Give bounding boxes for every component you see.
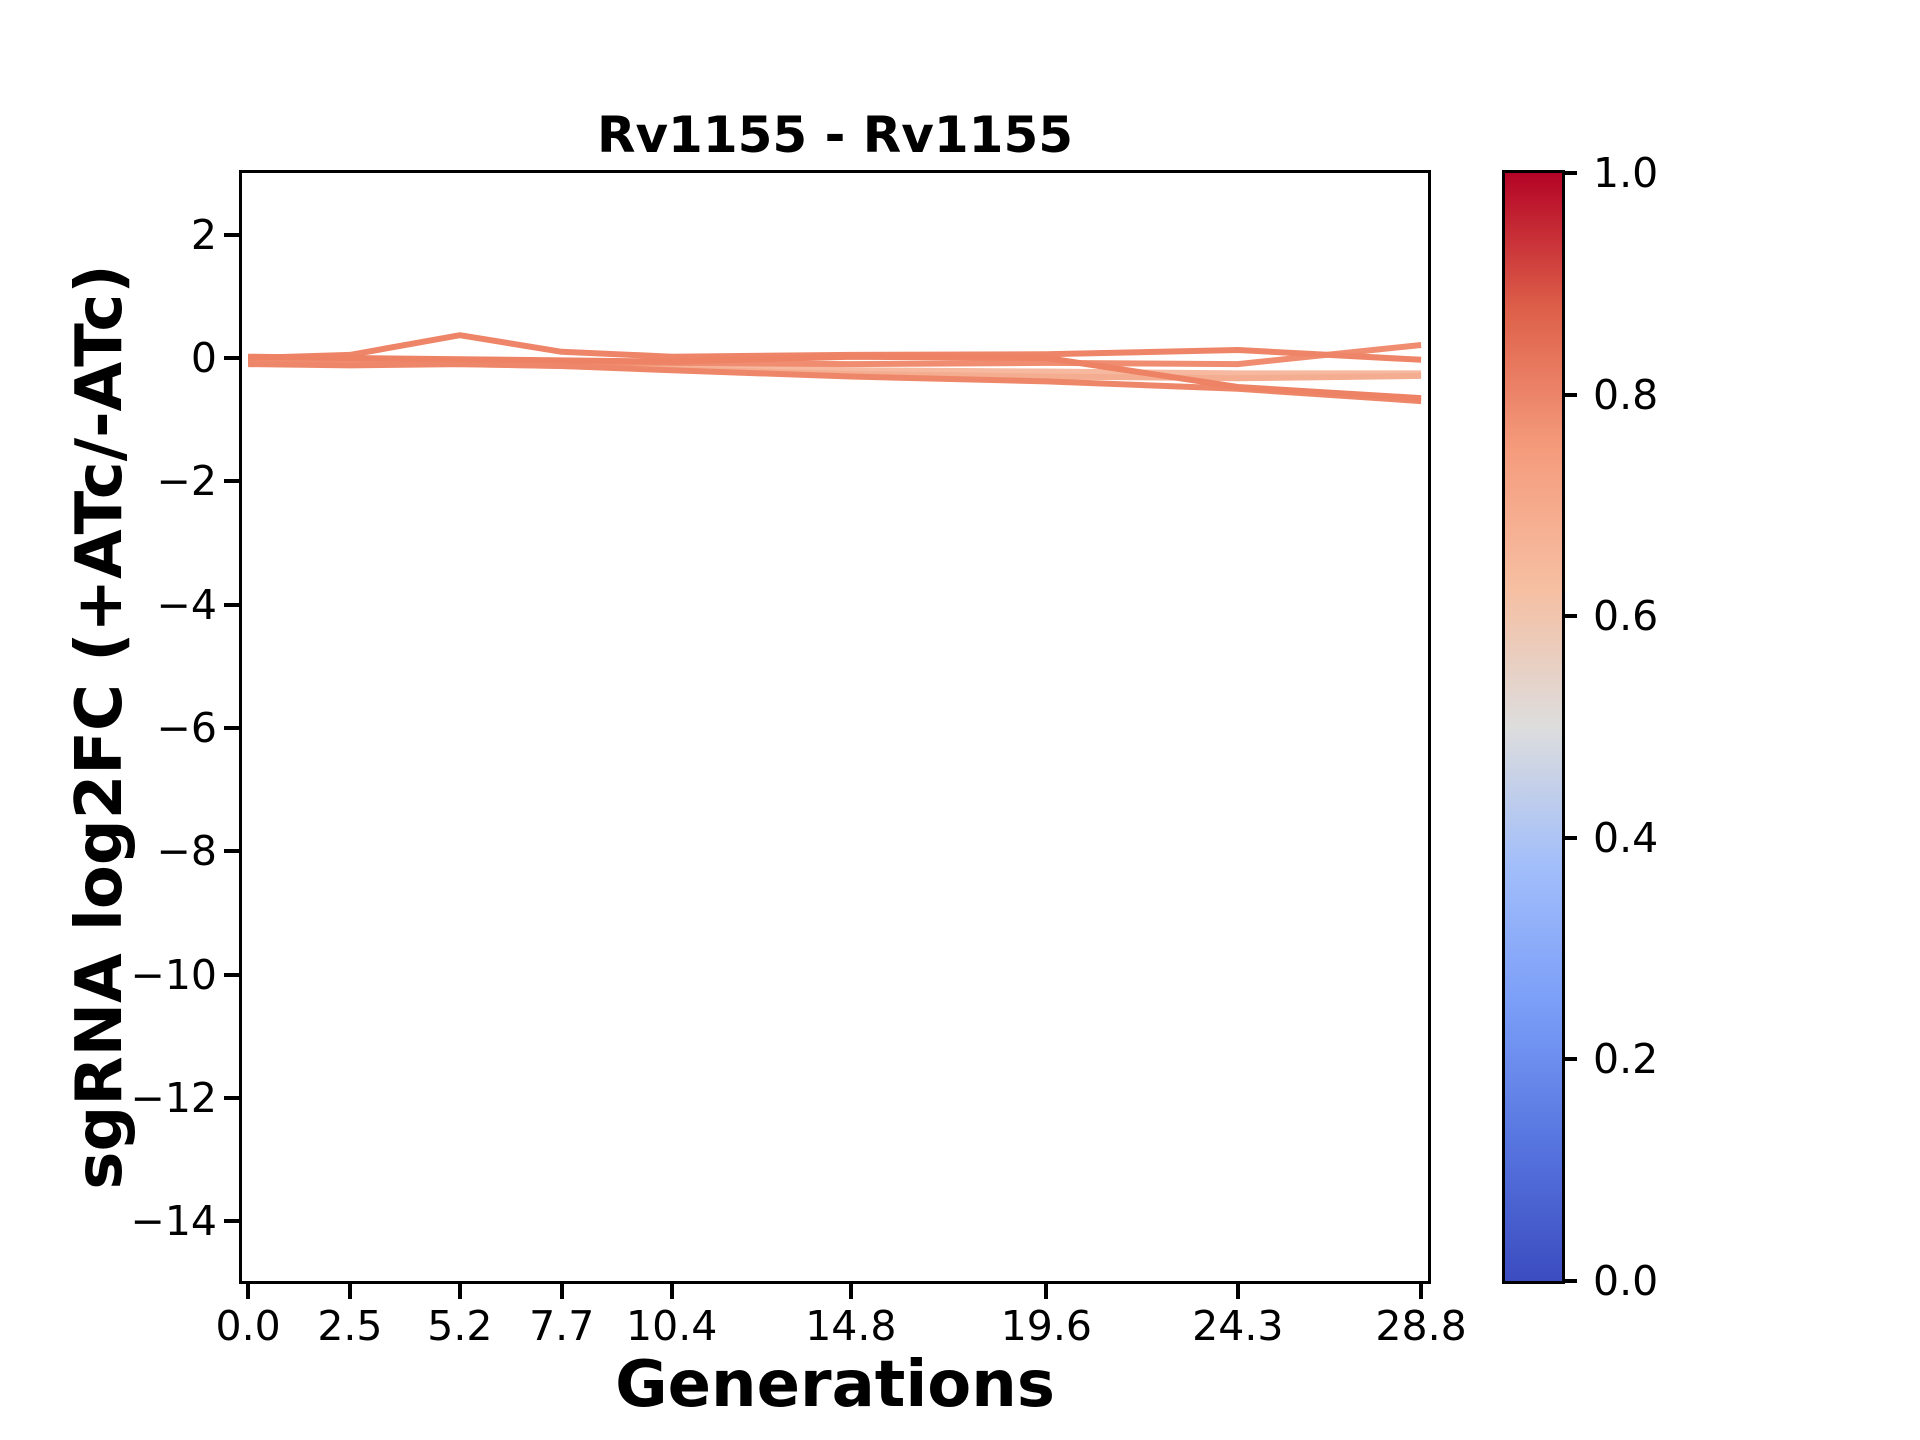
colorbar-tick-mark: [1562, 614, 1577, 619]
line-series-svg: [248, 332, 1422, 405]
y-tick-mark: [224, 1095, 239, 1100]
x-tick-mark: [457, 1284, 462, 1299]
y-tick-label: −12: [130, 1073, 217, 1122]
x-axis-label: Generations: [615, 1348, 1055, 1422]
colorbar-tick-label: 0.8: [1593, 370, 1659, 419]
x-tick-mark: [1419, 1284, 1424, 1299]
colorbar-tick-label: 1.0: [1593, 149, 1659, 197]
x-tick-mark: [848, 1284, 853, 1299]
y-tick-mark: [224, 355, 239, 360]
colorbar-tick-mark: [1562, 835, 1577, 840]
y-tick-label: −14: [130, 1197, 217, 1246]
x-tick-mark: [347, 1284, 352, 1299]
y-tick-label: −6: [156, 703, 217, 752]
y-tick-label: −8: [156, 827, 217, 876]
y-tick-mark: [224, 479, 239, 484]
x-tick-label: 10.4: [626, 1302, 718, 1350]
x-tick-mark: [669, 1284, 674, 1299]
sgrna-line-6: [248, 353, 1422, 402]
colorbar: [1502, 170, 1565, 1284]
x-tick-label: 7.7: [529, 1302, 595, 1350]
sgrna-line-5: [248, 361, 1422, 405]
y-tick-mark: [224, 232, 239, 237]
x-tick-label: 2.5: [317, 1302, 383, 1350]
plot-area: [239, 170, 1431, 1284]
y-tick-label: −4: [156, 580, 217, 629]
y-tick-label: 2: [190, 210, 217, 259]
x-tick-label: 14.8: [805, 1302, 897, 1350]
y-tick-label: −2: [156, 457, 217, 506]
y-tick-mark: [224, 725, 239, 730]
colorbar-tick-mark: [1562, 392, 1577, 397]
colorbar-tick-label: 0.2: [1593, 1035, 1659, 1084]
x-tick-mark: [559, 1284, 564, 1299]
x-tick-label: 0.0: [215, 1302, 281, 1350]
x-tick-label: 28.8: [1375, 1302, 1467, 1350]
x-tick-label: 19.6: [1000, 1302, 1093, 1350]
x-tick-label: 24.3: [1192, 1302, 1284, 1350]
colorbar-tick-label: 0.4: [1593, 813, 1659, 862]
y-tick-mark: [224, 1219, 239, 1224]
x-tick-mark: [1235, 1284, 1240, 1299]
y-tick-mark: [224, 602, 239, 607]
colorbar-tick-mark: [1562, 171, 1577, 175]
y-tick-label: 0: [190, 333, 217, 382]
y-tick-label: −10: [130, 950, 217, 999]
colorbar-tick-label: 0.0: [1593, 1257, 1659, 1305]
x-tick-mark: [246, 1284, 251, 1299]
y-tick-mark: [224, 972, 239, 977]
colorbar-tick-label: 0.6: [1593, 592, 1659, 641]
colorbar-tick-mark: [1562, 1279, 1577, 1283]
sgrna-line-4: [248, 332, 1422, 363]
x-tick-label: 5.2: [427, 1302, 493, 1350]
chart-title: Rv1155 - Rv1155: [596, 106, 1074, 164]
x-tick-mark: [1044, 1284, 1049, 1299]
colorbar-tick-mark: [1562, 1057, 1577, 1062]
y-tick-mark: [224, 849, 239, 854]
